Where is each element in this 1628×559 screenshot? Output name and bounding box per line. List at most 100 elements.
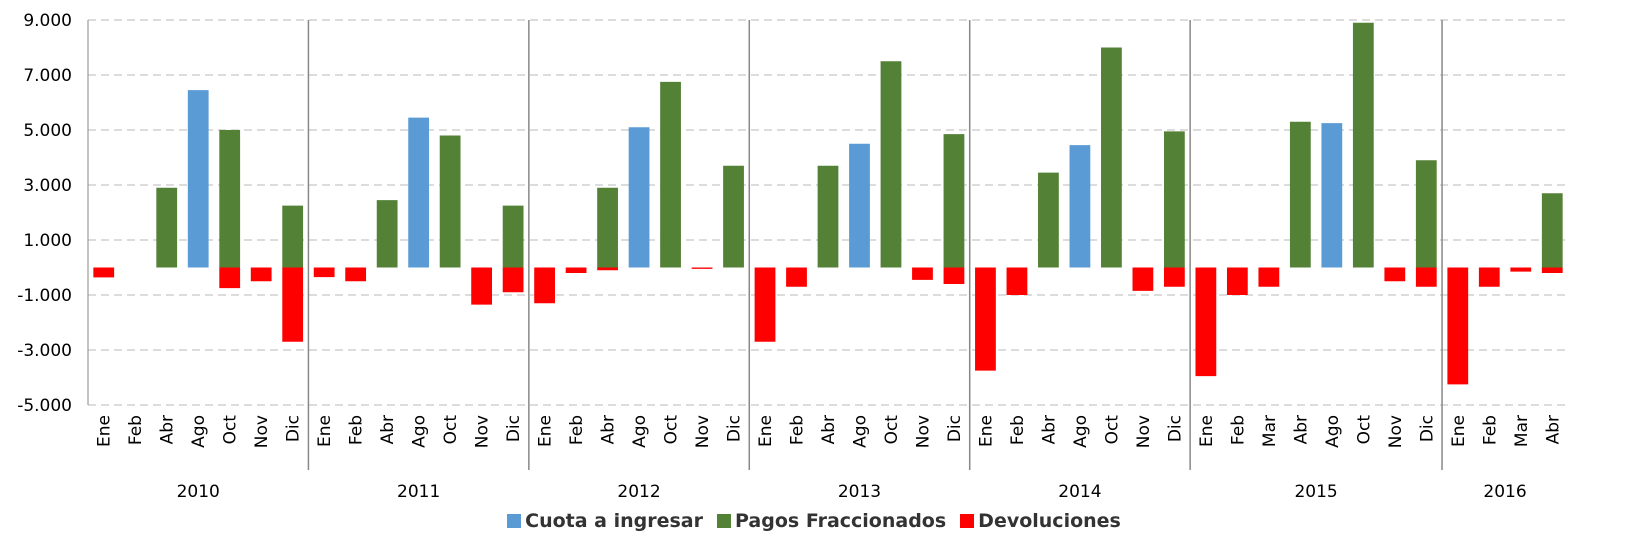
- x-tick-label: Abr: [378, 415, 398, 444]
- bar: [1195, 267, 1217, 377]
- legend-item: Cuota a ingresar: [507, 510, 703, 532]
- year-label: 2015: [1294, 482, 1337, 502]
- x-tick-label: Dic: [1165, 415, 1185, 442]
- bar: [439, 135, 461, 268]
- x-tick-label: Abr: [158, 415, 178, 444]
- legend-swatch: [717, 514, 731, 528]
- bar: [1289, 121, 1311, 268]
- bar: [313, 267, 335, 278]
- bar: [1321, 123, 1343, 268]
- x-tick-label: Abr: [1543, 415, 1563, 444]
- bar: [376, 200, 398, 268]
- x-tick-label: Oct: [882, 415, 902, 445]
- y-tick-label: 5.000: [23, 121, 72, 141]
- x-tick-label: Abr: [1291, 415, 1311, 444]
- bar: [691, 267, 713, 269]
- bar: [219, 130, 241, 268]
- x-tick-label: Ene: [1449, 415, 1469, 447]
- x-tick-label: Ene: [536, 415, 556, 447]
- x-tick-label: Abr: [1039, 415, 1059, 444]
- y-tick-label: -3.000: [17, 341, 72, 361]
- bar: [597, 267, 618, 271]
- bar: [975, 267, 996, 371]
- bar: [597, 187, 618, 268]
- bar: [219, 267, 241, 289]
- x-tick-label: Feb: [1228, 415, 1248, 445]
- x-tick-label: Dic: [504, 415, 524, 442]
- bar: [187, 90, 209, 268]
- y-tick-label: -1.000: [17, 286, 72, 306]
- x-tick-label: Feb: [788, 415, 808, 445]
- bar: [1510, 267, 1532, 272]
- legend: Cuota a ingresar Pagos Fraccionados Devolu…: [0, 510, 1628, 532]
- year-label: 2016: [1483, 482, 1526, 502]
- x-tick-label: Ene: [756, 415, 776, 447]
- bar: [1541, 267, 1563, 273]
- year-label: 2010: [177, 482, 220, 502]
- bar: [1101, 47, 1122, 268]
- x-tick-label: Dic: [725, 415, 745, 442]
- bar: [754, 267, 776, 342]
- bar: [1132, 267, 1154, 291]
- x-tick-label: Oct: [441, 415, 461, 445]
- legend-swatch: [507, 514, 522, 528]
- legend-item: Pagos Fraccionados: [717, 510, 946, 532]
- bar: [1384, 267, 1406, 282]
- bar: [502, 205, 524, 268]
- x-tick-label: Feb: [1008, 415, 1028, 445]
- bar: [1069, 145, 1091, 268]
- x-tick-label: Abr: [599, 415, 619, 444]
- x-tick-label: Ago: [630, 415, 650, 448]
- y-tick-label: 3.000: [23, 176, 72, 196]
- bar: [1226, 267, 1248, 295]
- legend-label: Cuota a ingresar: [525, 510, 703, 532]
- bar: [282, 205, 304, 268]
- bar: [1163, 267, 1185, 287]
- x-tick-label: Nov: [1134, 415, 1154, 448]
- x-tick-label: Nov: [252, 415, 272, 448]
- x-tick-label: Ene: [95, 415, 115, 447]
- year-label: 2014: [1058, 482, 1101, 502]
- bar: [282, 267, 304, 342]
- x-tick-label: Oct: [221, 415, 241, 445]
- x-tick-label: Ene: [315, 415, 335, 447]
- x-tick-label: Oct: [1354, 415, 1374, 445]
- bar: [471, 267, 493, 305]
- x-tick-label: Nov: [473, 415, 493, 448]
- year-label: 2011: [397, 482, 440, 502]
- bar: [408, 117, 430, 268]
- x-tick-label: Oct: [662, 415, 682, 445]
- year-label: 2012: [617, 482, 660, 502]
- bar: [1258, 267, 1280, 287]
- bar: [502, 267, 524, 293]
- y-tick-label: 9.000: [23, 11, 72, 31]
- legend-label: Pagos Fraccionados: [735, 510, 947, 532]
- bar: [345, 267, 367, 282]
- legend-swatch: [960, 514, 975, 528]
- bar: [1541, 193, 1563, 268]
- x-tick-label: Feb: [347, 415, 367, 445]
- bar: [1415, 267, 1437, 287]
- x-tick-label: Feb: [126, 415, 146, 445]
- bar: [1006, 267, 1028, 295]
- bar: [786, 267, 807, 287]
- bar: [250, 267, 272, 282]
- x-tick-label: Feb: [567, 415, 587, 445]
- x-tick-label: Nov: [1386, 415, 1406, 448]
- x-tick-label: Oct: [1102, 415, 1122, 445]
- x-tick-label: Ago: [1071, 415, 1091, 448]
- chart: -5.000 -3.000 -1.000 1.000 3.000 5.000 7.000 9.…: [17, 11, 1568, 502]
- bar: [1447, 267, 1469, 385]
- bar: [912, 267, 933, 280]
- bar: [156, 187, 178, 268]
- bar: [1352, 22, 1374, 268]
- bar: [565, 267, 587, 273]
- bar: [943, 267, 965, 284]
- x-tick-label: Mar: [1260, 415, 1280, 447]
- x-tick-label: Ene: [976, 415, 996, 447]
- bar: [660, 81, 681, 268]
- bar: [817, 165, 839, 268]
- y-tick-label: 1.000: [23, 231, 72, 251]
- bar: [628, 127, 650, 268]
- x-tick-label: Ago: [850, 415, 870, 448]
